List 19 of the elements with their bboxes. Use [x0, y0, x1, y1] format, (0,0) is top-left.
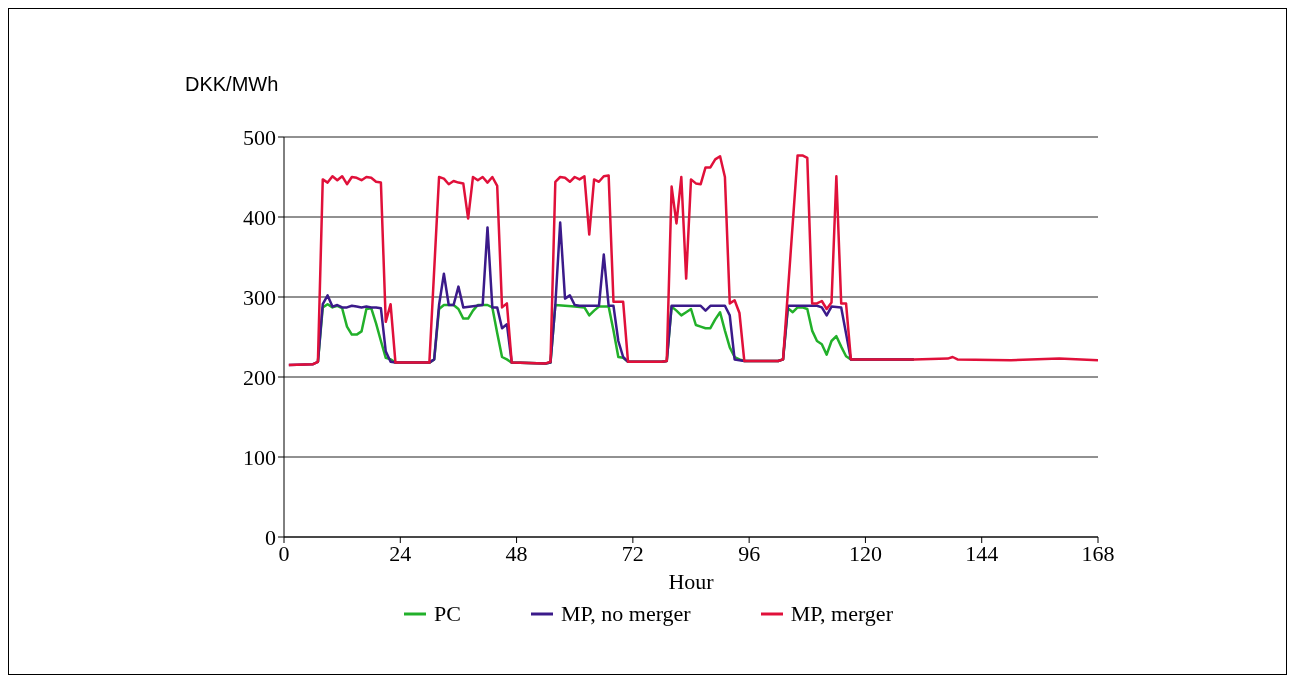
legend-label: PC: [434, 601, 461, 627]
x-tick-label: 168: [1081, 540, 1115, 566]
x-axis-title: Hour: [668, 569, 715, 594]
y-axis-title: DKK/MWh: [185, 73, 279, 96]
legend-label: MP, no merger: [560, 601, 691, 627]
y-tick-label: 500: [243, 124, 276, 150]
x-tick-label: 24: [389, 540, 412, 566]
y-tick-label: 400: [243, 204, 276, 230]
x-tick-label: 96: [738, 540, 761, 566]
legend-label: MP, merger: [790, 601, 893, 627]
x-tick-label: 48: [505, 540, 528, 566]
y-tick-label: 0: [265, 524, 276, 550]
y-tick-label: 300: [243, 284, 276, 310]
y-tick-label: 100: [243, 444, 276, 470]
line-series: [287, 154, 1098, 367]
y-tick-label: 200: [243, 364, 276, 390]
x-tick-label: 120: [848, 540, 882, 566]
x-tick-label: 144: [965, 540, 999, 566]
x-tick-label: 72: [621, 540, 644, 566]
